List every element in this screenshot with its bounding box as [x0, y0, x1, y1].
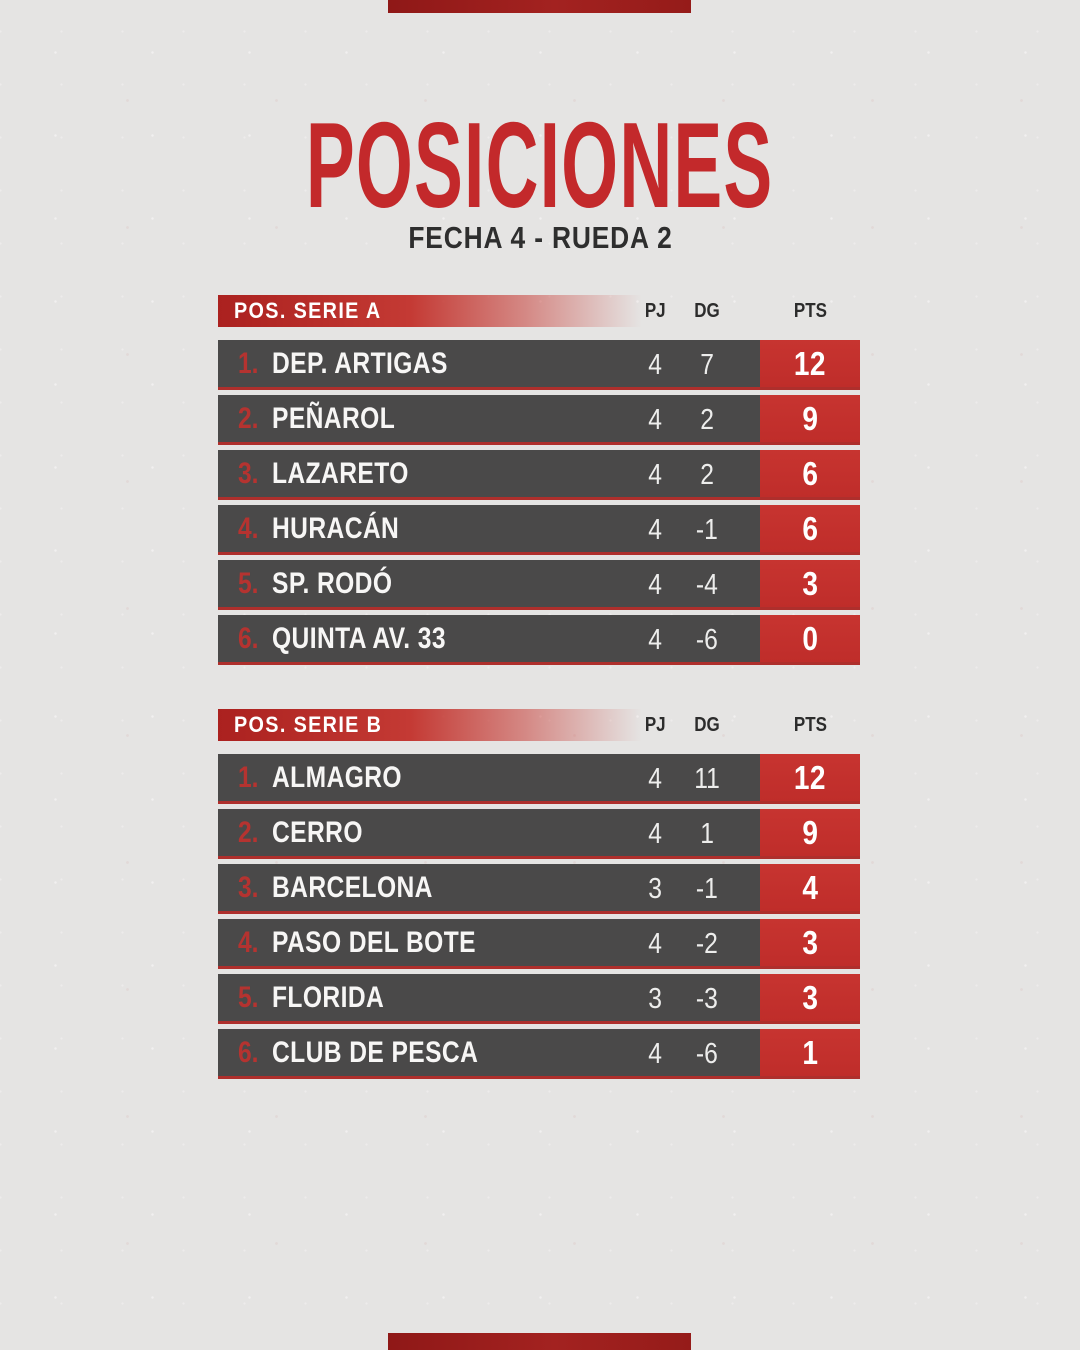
position-cell: 3.	[238, 870, 259, 904]
pj-cell: 4	[648, 349, 662, 381]
page-subtitle-text: FECHA 4 - RUEDA 2	[407, 220, 673, 255]
team-cell: FLORIDA	[272, 980, 385, 1014]
team-cell: QUINTA AV. 33	[272, 621, 446, 655]
column-header-pts: PTS	[793, 300, 827, 322]
dg-cell: -3	[696, 983, 718, 1015]
pts-cell: 3	[760, 974, 860, 1021]
team-cell: BARCELONA	[272, 870, 433, 904]
team-cell: HURACÁN	[272, 511, 400, 545]
section-label-bar: POS. SERIE B	[218, 709, 860, 741]
dg-cell: -6	[696, 624, 718, 656]
position-cell: 1.	[238, 760, 259, 794]
position-cell: 5.	[238, 566, 259, 600]
team-cell: PEÑAROL	[272, 401, 396, 435]
dg-cell: -6	[696, 1038, 718, 1070]
column-header-pj: PJ	[644, 714, 666, 736]
position-cell: 1.	[238, 346, 259, 380]
pts-cell: 4	[760, 864, 860, 911]
table-row: 3. LAZARETO 4 2 6	[218, 450, 860, 500]
position-cell: 6.	[238, 1035, 259, 1069]
page-subtitle: FECHA 4 - RUEDA 2	[0, 220, 1080, 255]
bottom-accent-bar	[388, 1333, 691, 1350]
page-title: POSICIONES	[0, 104, 1080, 226]
pts-cell: 12	[760, 340, 860, 387]
dg-cell: -4	[696, 569, 718, 601]
section-label: POS. SERIE B	[234, 712, 383, 737]
pj-cell: 4	[648, 928, 662, 960]
standings-section-serie-a: POS. SERIE A PJ DG PTS 1. DEP. ARTIGAS 4…	[218, 295, 860, 670]
section-label: POS. SERIE A	[234, 298, 382, 323]
table-row: 1. ALMAGRO 4 11 12	[218, 754, 860, 804]
dg-cell: 11	[694, 763, 720, 795]
dg-cell: -1	[696, 514, 718, 546]
position-cell: 2.	[238, 815, 259, 849]
column-header-pts: PTS	[793, 714, 827, 736]
position-cell: 4.	[238, 925, 259, 959]
dg-cell: 2	[700, 404, 714, 436]
column-header-pj: PJ	[644, 300, 666, 322]
team-cell: PASO DEL BOTE	[272, 925, 477, 959]
table-row: 3. BARCELONA 3 -1 4	[218, 864, 860, 914]
team-cell: SP. RODÓ	[272, 566, 393, 600]
top-accent-bar	[388, 0, 691, 13]
table-row: 5. FLORIDA 3 -3 3	[218, 974, 860, 1024]
section-header: POS. SERIE A PJ DG PTS	[218, 295, 860, 327]
column-header-dg: DG	[694, 300, 720, 322]
position-cell: 3.	[238, 456, 259, 490]
column-header-dg: DG	[694, 714, 720, 736]
dg-cell: -1	[696, 873, 718, 905]
table-row: 6. CLUB DE PESCA 4 -6 1	[218, 1029, 860, 1079]
dg-cell: 1	[700, 818, 714, 850]
dg-cell: 2	[700, 459, 714, 491]
standings-section-serie-b: POS. SERIE B PJ DG PTS 1. ALMAGRO 4 11 1…	[218, 709, 860, 1084]
table-row: 2. PEÑAROL 4 2 9	[218, 395, 860, 445]
section-header: POS. SERIE B PJ DG PTS	[218, 709, 860, 741]
pj-cell: 3	[648, 983, 662, 1015]
table-row: 4. PASO DEL BOTE 4 -2 3	[218, 919, 860, 969]
team-cell: CERRO	[272, 815, 363, 849]
table-row: 2. CERRO 4 1 9	[218, 809, 860, 859]
dg-cell: -2	[696, 928, 718, 960]
pts-cell: 3	[760, 919, 860, 966]
team-cell: CLUB DE PESCA	[272, 1035, 479, 1069]
pts-cell: 0	[760, 615, 860, 662]
table-row: 5. SP. RODÓ 4 -4 3	[218, 560, 860, 610]
pts-cell: 3	[760, 560, 860, 607]
table-row: 4. HURACÁN 4 -1 6	[218, 505, 860, 555]
position-cell: 6.	[238, 621, 259, 655]
pj-cell: 4	[648, 763, 662, 795]
table-row: 1. DEP. ARTIGAS 4 7 12	[218, 340, 860, 390]
pj-cell: 4	[648, 818, 662, 850]
position-cell: 4.	[238, 511, 259, 545]
dg-cell: 7	[700, 349, 714, 381]
section-label-bar: POS. SERIE A	[218, 295, 860, 327]
table-row: 6. QUINTA AV. 33 4 -6 0	[218, 615, 860, 665]
pts-cell: 6	[760, 450, 860, 497]
pj-cell: 4	[648, 569, 662, 601]
pj-cell: 4	[648, 404, 662, 436]
pj-cell: 3	[648, 873, 662, 905]
pj-cell: 4	[648, 514, 662, 546]
team-cell: ALMAGRO	[272, 760, 402, 794]
pts-cell: 1	[760, 1029, 860, 1076]
pts-cell: 9	[760, 395, 860, 442]
position-cell: 5.	[238, 980, 259, 1014]
pts-cell: 6	[760, 505, 860, 552]
pj-cell: 4	[648, 1038, 662, 1070]
pj-cell: 4	[648, 459, 662, 491]
pts-cell: 9	[760, 809, 860, 856]
team-cell: DEP. ARTIGAS	[272, 346, 448, 380]
pj-cell: 4	[648, 624, 662, 656]
pts-cell: 12	[760, 754, 860, 801]
position-cell: 2.	[238, 401, 259, 435]
team-cell: LAZARETO	[272, 456, 409, 490]
page-title-text: POSICIONES	[306, 97, 774, 233]
